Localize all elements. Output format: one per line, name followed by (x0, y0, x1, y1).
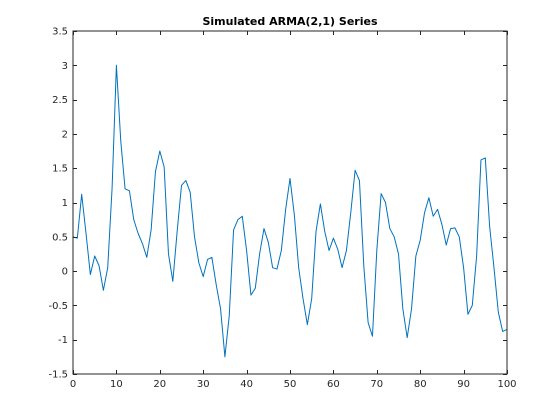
x-tick-label: 60 (327, 379, 340, 390)
x-tick-label: 0 (70, 379, 76, 390)
series-line (72, 64, 508, 358)
y-tick-label: 0 (62, 267, 68, 278)
plot-box (72, 30, 508, 375)
x-axis-ticks: 0 10 20 30 40 50 60 70 80 90 100 (70, 31, 517, 390)
y-tick-label: -0.5 (48, 301, 68, 312)
x-tick-label: 20 (153, 379, 166, 390)
x-tick-label: 50 (284, 379, 297, 390)
y-tick-label: 0.5 (52, 232, 68, 243)
y-tick-label: 1.5 (52, 164, 68, 175)
x-tick-label: 40 (240, 379, 253, 390)
y-tick-label: 3 (62, 61, 68, 72)
y-tick-label: 2.5 (52, 95, 68, 106)
x-tick-label: 30 (197, 379, 210, 390)
y-axis-ticks: -1.5 -1 -0.5 0 0.5 1 1.5 2 2.5 3 3.5 (48, 27, 507, 381)
plot-area (73, 31, 507, 374)
y-tick-label: 2 (62, 129, 68, 140)
x-tick-label: 90 (457, 379, 470, 390)
y-tick-label: 3.5 (52, 27, 68, 38)
x-tick-label: 100 (497, 379, 516, 390)
x-tick-label: 70 (370, 379, 383, 390)
x-tick-label: 10 (110, 379, 123, 390)
chart-title: Simulated ARMA(2,1) Series (202, 15, 377, 28)
y-tick-label: -1.5 (48, 370, 68, 381)
x-tick-label: 80 (414, 379, 427, 390)
y-tick-label: -1 (58, 335, 68, 346)
y-tick-label: 1 (62, 198, 68, 209)
